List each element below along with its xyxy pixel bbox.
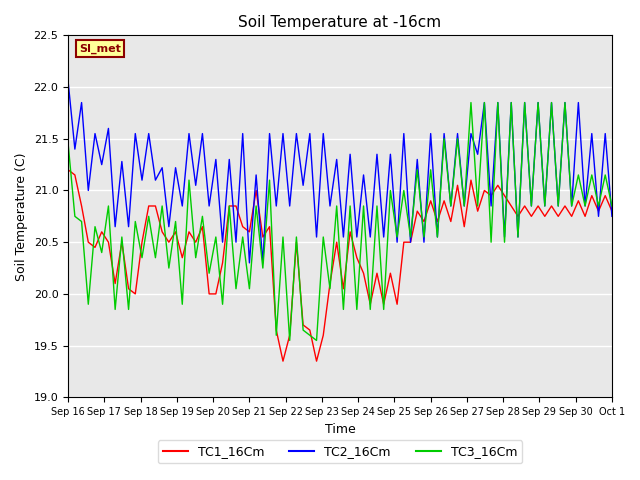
Legend: TC1_16Cm, TC2_16Cm, TC3_16Cm: TC1_16Cm, TC2_16Cm, TC3_16Cm [158,441,522,464]
X-axis label: Time: Time [324,422,355,436]
Title: Soil Temperature at -16cm: Soil Temperature at -16cm [239,15,442,30]
Text: SI_met: SI_met [79,44,121,54]
Y-axis label: Soil Temperature (C): Soil Temperature (C) [15,152,28,281]
